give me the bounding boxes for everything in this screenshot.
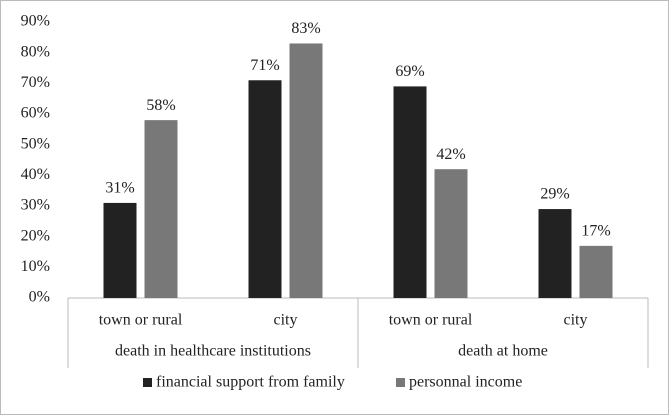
bar — [289, 43, 323, 298]
value-label: 29% — [540, 186, 569, 203]
value-label: 83% — [291, 20, 320, 37]
x-tick-label: city — [564, 312, 588, 329]
value-label: 71% — [250, 57, 279, 74]
legend-swatch — [143, 378, 152, 387]
x-tick-label: town or rural — [389, 312, 473, 329]
bar — [248, 80, 282, 299]
y-tick-label: 30% — [21, 197, 50, 214]
bar — [579, 245, 613, 298]
y-tick-label: 60% — [21, 105, 50, 122]
y-tick-label: 10% — [21, 258, 50, 275]
value-label: 42% — [436, 146, 465, 163]
group-label: death at home — [458, 343, 548, 360]
bar — [538, 209, 572, 298]
legend-swatch — [396, 378, 405, 387]
x-tick-label: city — [274, 312, 298, 329]
bar — [144, 120, 178, 298]
bar — [434, 169, 468, 298]
y-tick-label: 70% — [21, 74, 50, 91]
value-label: 69% — [395, 63, 424, 80]
y-tick-label: 90% — [21, 13, 50, 30]
value-label: 17% — [581, 223, 610, 240]
bar — [103, 202, 137, 298]
bar — [393, 86, 427, 299]
y-tick-label: 20% — [21, 227, 50, 244]
value-label: 58% — [146, 97, 175, 114]
legend-label: personnal income — [409, 374, 522, 391]
y-tick-label: 0% — [29, 289, 50, 306]
value-label: 31% — [105, 180, 134, 197]
x-tick-label: town or rural — [99, 312, 183, 329]
legend-label: financial support from family — [156, 374, 345, 391]
y-tick-label: 50% — [21, 135, 50, 152]
group-label: death in healthcare institutions — [115, 343, 311, 360]
y-tick-label: 40% — [21, 166, 50, 183]
y-tick-label: 80% — [21, 43, 50, 60]
